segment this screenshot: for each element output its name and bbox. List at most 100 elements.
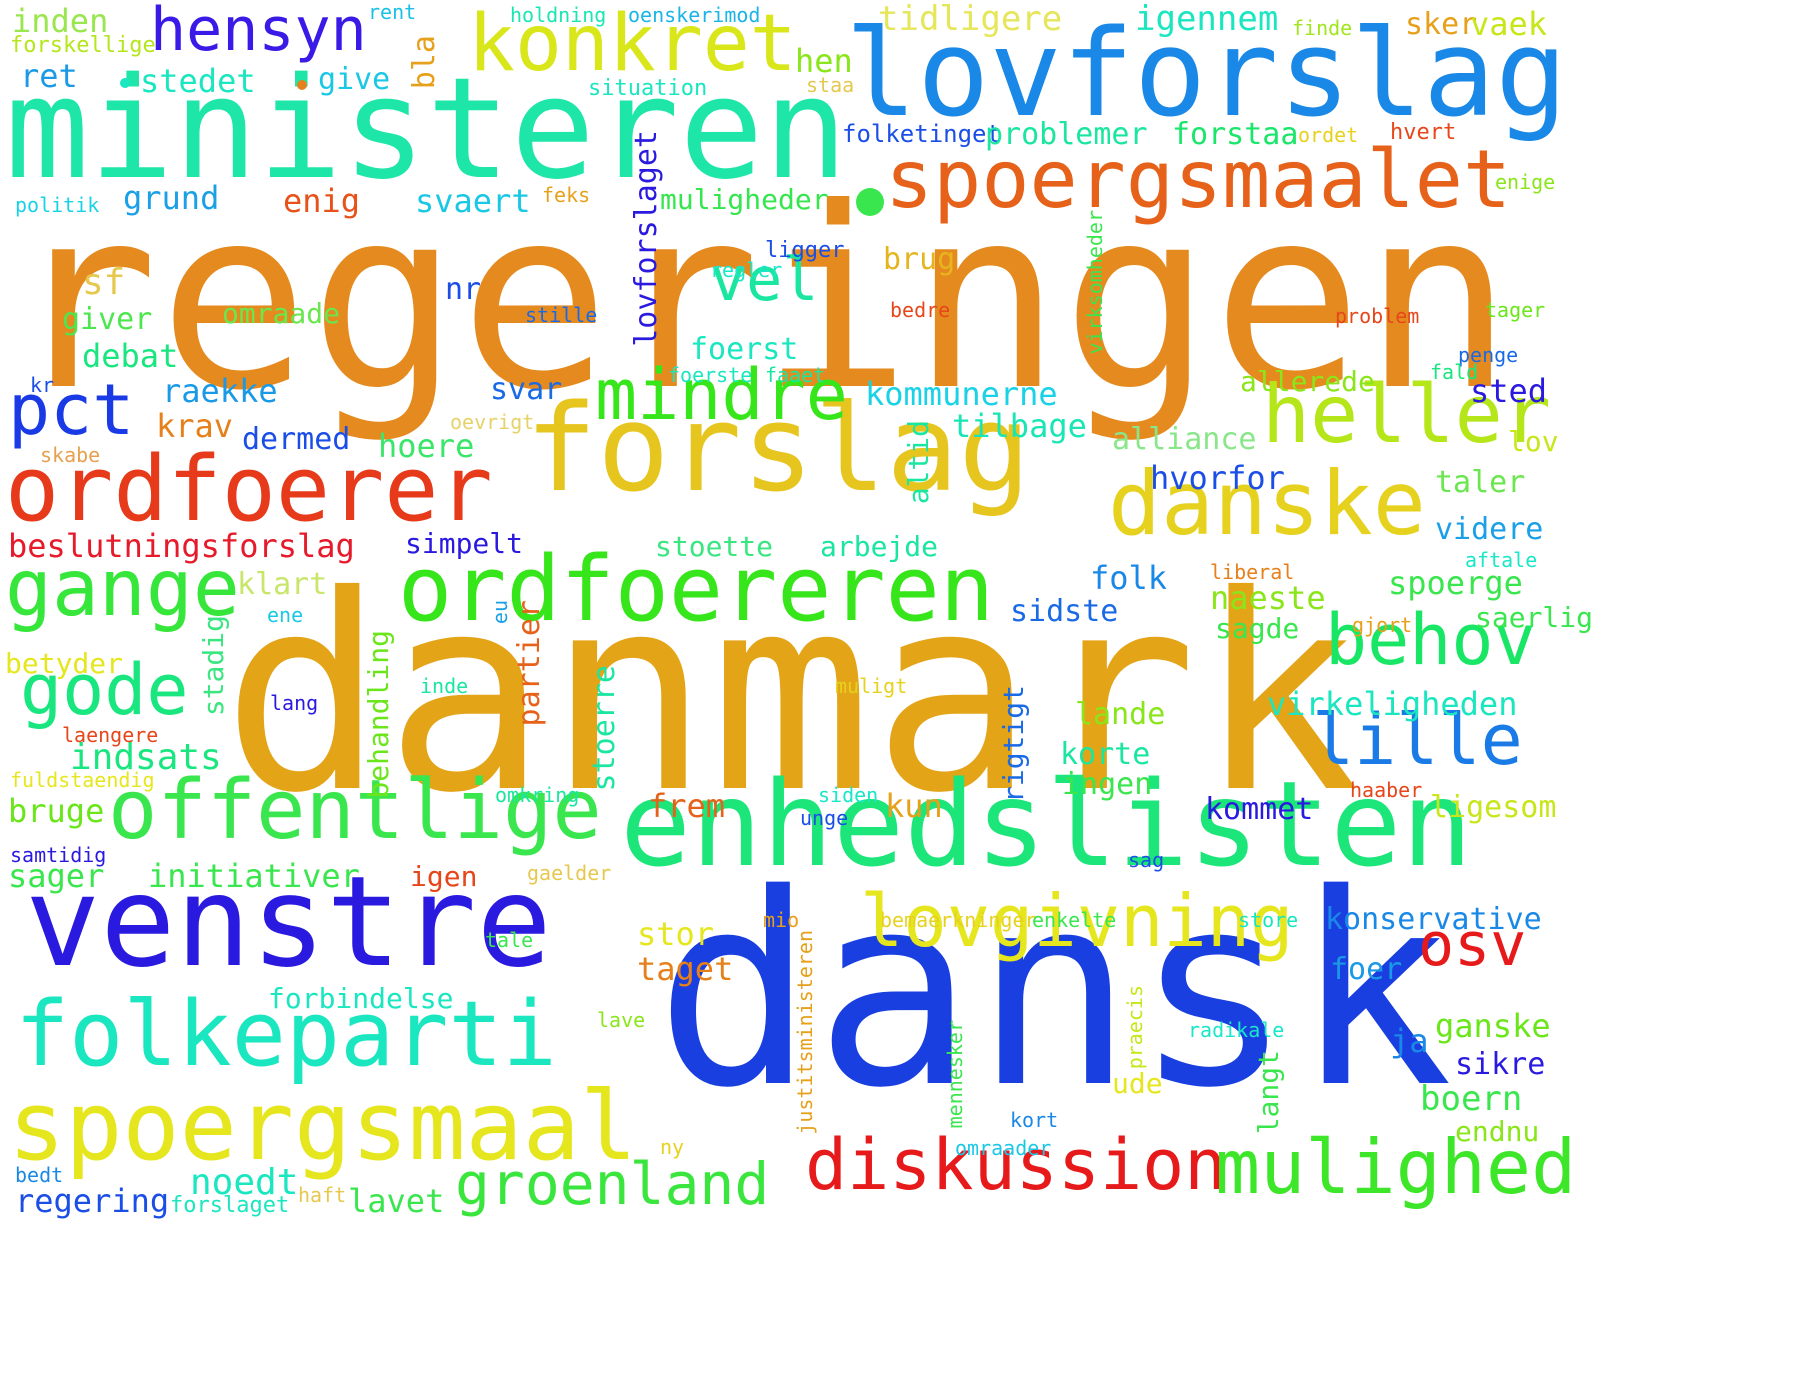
word-kort: kort <box>1010 1108 1059 1132</box>
word-ene: ene <box>267 603 304 627</box>
word-igennem: igennem <box>1135 0 1279 39</box>
word-bruge: bruge <box>8 792 105 830</box>
word-sted: sted <box>1470 372 1548 410</box>
word-forstaa: forstaa <box>1172 117 1299 152</box>
word-problemer: problemer <box>985 117 1148 152</box>
word-foer: foer <box>1330 952 1403 987</box>
word-gange: gange <box>5 544 240 634</box>
word-omraader: omraader <box>955 1136 1052 1160</box>
word-ordfoerer: ordfoerer <box>5 437 493 542</box>
word-aftale: aftale <box>1465 548 1538 572</box>
word-kommunerne: kommunerne <box>865 375 1058 413</box>
word-enhedslisten: enhedslisten <box>620 755 1473 893</box>
dot-marker <box>297 80 307 90</box>
word-folkeparti: folkeparti <box>15 982 557 1087</box>
word-kommet: kommet <box>1205 792 1314 827</box>
word-inde: inde <box>420 674 469 698</box>
word-sker: sker <box>1405 7 1478 42</box>
word-simpelt: simpelt <box>405 527 524 560</box>
word-svaert: svaert <box>415 182 531 220</box>
word-svar: svar <box>490 372 563 407</box>
word-folk: folk <box>1090 559 1168 597</box>
word-bedt: bedt <box>15 1163 64 1187</box>
word-betyder: betyder <box>5 647 124 680</box>
word-haaber: haaber <box>1350 778 1423 802</box>
word-langt: langt <box>1252 1050 1285 1135</box>
word-heller: heller <box>1262 368 1551 461</box>
word-tidligere: tidligere <box>878 0 1063 39</box>
word-mennesker: mennesker <box>943 1020 967 1129</box>
word-initiativer: initiativer <box>148 857 360 895</box>
word-allerede: allerede <box>1240 365 1375 398</box>
word-altid: altid <box>902 420 935 505</box>
word-sidste: sidste <box>1010 594 1119 629</box>
word-hen: hen <box>795 42 853 80</box>
word-lave: lave <box>597 1008 646 1032</box>
word-naeste: naeste <box>1210 579 1326 617</box>
dot-marker <box>856 188 884 216</box>
word-sf: sf <box>82 262 126 303</box>
word-taler: taler <box>1435 465 1526 500</box>
word-tilbage: tilbage <box>952 407 1087 445</box>
word-rent: rent <box>368 0 417 24</box>
word-diskussion: diskussion <box>805 1124 1227 1206</box>
word-noedt: noedt <box>190 1162 299 1203</box>
word-fald: fald <box>1430 360 1479 384</box>
word-virksomheder: virksomheder <box>1083 210 1107 355</box>
word-forslaget: forslaget <box>170 1193 290 1218</box>
dot-marker <box>120 78 130 88</box>
word-dansk: dansk <box>655 838 1453 1146</box>
word-endnu: endnu <box>1455 1115 1540 1148</box>
word-staa: staa <box>806 73 855 97</box>
word-unge: unge <box>800 806 849 830</box>
word-justitsministeren: justitsministeren <box>793 930 817 1135</box>
word-videre: videre <box>1435 512 1544 547</box>
word-lavet: lavet <box>348 1182 445 1220</box>
word-stedet: stedet <box>140 62 256 100</box>
word-politik: politik <box>15 193 100 217</box>
word-penge: penge <box>1458 343 1519 367</box>
word-foerst: foerst <box>690 332 799 367</box>
word-give: give <box>318 62 391 97</box>
word-folketinget: folketinget <box>842 120 1001 148</box>
word-kr: kr <box>30 373 55 397</box>
word-lang: lang <box>270 691 319 715</box>
word-dermed: dermed <box>242 422 351 457</box>
word-groenland: groenland <box>455 1150 770 1218</box>
word-mio: mio <box>763 908 800 932</box>
word-regler: regler <box>710 258 783 282</box>
word-gjort: gjort <box>1352 613 1413 637</box>
word-klart: klart <box>237 567 328 602</box>
word-stille: stille <box>525 303 598 327</box>
word-rigtigt: rigtigt <box>997 685 1030 804</box>
word-holdning: holdning <box>510 3 607 27</box>
word-ude: ude <box>1112 1067 1163 1100</box>
word-vel: vel <box>710 245 819 315</box>
word-saerlig: saerlig <box>1475 601 1594 634</box>
word-debat: debat <box>82 337 179 375</box>
word-foerste: foerste <box>668 363 753 387</box>
word-gaelder: gaelder <box>527 861 612 885</box>
word-enkelte: enkelte <box>1032 908 1117 932</box>
word-lande: lande <box>1075 697 1166 732</box>
word-bemaerkninger: bemaerkninger <box>880 908 1037 932</box>
word-praecis: praecis <box>1123 985 1147 1070</box>
word-omkring: omkring <box>495 783 580 807</box>
word-nr: nr <box>445 272 482 307</box>
word-laengere: laengere <box>62 723 159 747</box>
word-faaet: faaet <box>765 363 826 387</box>
word-vaek: vaek <box>1470 5 1548 43</box>
word-indsats: indsats <box>70 737 222 778</box>
word-store: store <box>1238 908 1299 932</box>
word-virkeligheden: virkeligheden <box>1267 685 1518 723</box>
word-danmark: danmark <box>222 537 1360 852</box>
word-spoerge: spoerge <box>1388 564 1523 602</box>
word-beslutningsforslag: beslutningsforslag <box>8 527 355 565</box>
word-hensyn: hensyn <box>150 0 367 65</box>
word-ja: ja <box>1390 1022 1429 1060</box>
word-tager: tager <box>1485 298 1546 322</box>
word-mulighed: mulighed <box>1215 1123 1577 1211</box>
word-muligt: muligt <box>835 674 908 698</box>
word-gode: gode <box>20 649 189 731</box>
word-skabe: skabe <box>40 443 101 467</box>
